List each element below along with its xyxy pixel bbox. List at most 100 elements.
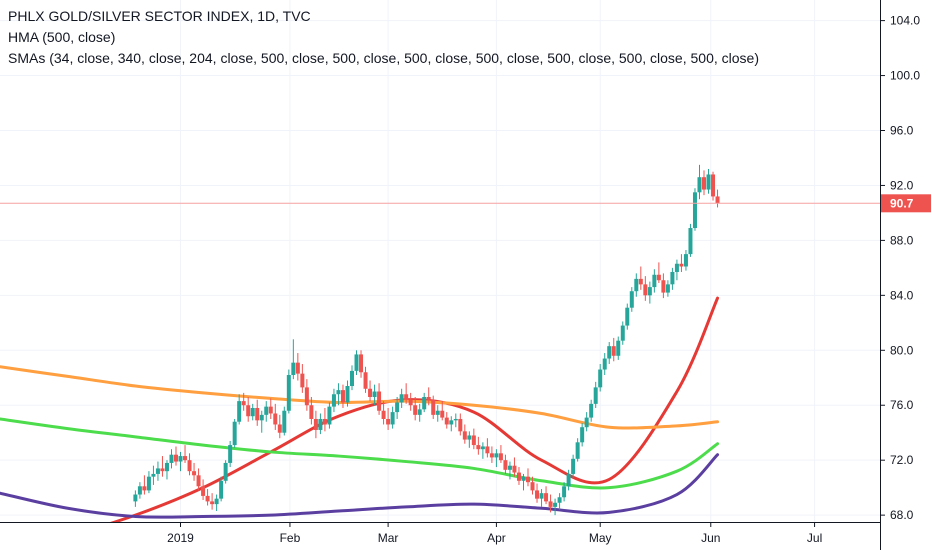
candle-32: [277, 414, 282, 439]
candle-10: [178, 451, 183, 472]
candle-105: [607, 342, 612, 365]
candle-body-12: [187, 460, 192, 472]
candle-116: [656, 262, 661, 283]
candle-49: [354, 350, 359, 376]
candle-89: [535, 483, 540, 503]
candle-body-91: [544, 493, 549, 502]
candle-63: [417, 403, 422, 422]
candle-body-129: [715, 196, 720, 204]
candle-129: [715, 189, 720, 208]
candle-118: [665, 280, 670, 297]
candle-43: [327, 402, 332, 429]
candle-body-62: [413, 405, 418, 415]
candle-body-81: [498, 453, 503, 461]
candle-23: [237, 394, 242, 425]
sma-green-line: [0, 417, 720, 490]
candle-73: [462, 424, 467, 444]
candle-body-37: [300, 373, 305, 388]
candle-body-54: [377, 391, 382, 411]
candle-body-2: [142, 486, 147, 491]
candle-body-53: [372, 391, 377, 397]
candle-body-73: [462, 431, 467, 440]
candle-59: [399, 388, 404, 408]
candle-body-30: [268, 406, 273, 414]
x-axis-bg: [0, 522, 880, 550]
candle-50: [359, 350, 364, 378]
candle-62: [413, 396, 418, 421]
candle-124: [692, 188, 697, 231]
candle-96: [566, 469, 571, 491]
candle-122: [683, 250, 688, 271]
candle-33: [282, 406, 287, 436]
candle-113: [643, 276, 648, 301]
candle-101: [589, 399, 594, 422]
y-axis-bg: [880, 0, 932, 550]
candle-120: [674, 259, 679, 281]
candle-body-32: [277, 424, 282, 433]
y-tick-label-9: 104.0: [890, 14, 920, 28]
candle-128: [711, 171, 716, 201]
candle-body-118: [665, 284, 670, 293]
candle-body-79: [489, 453, 494, 458]
moving-average-lines: [0, 296, 720, 550]
legend-hma[interactable]: HMA (500, close): [8, 29, 116, 45]
grid: [0, 0, 880, 522]
candle-121: [679, 254, 684, 272]
candle-9: [174, 446, 178, 466]
x-tick-label-2: Mar: [378, 531, 399, 545]
candle-body-66: [431, 399, 436, 415]
candle-27: [255, 399, 260, 426]
candle-41: [318, 413, 323, 435]
candle-20: [223, 460, 228, 484]
candle-6: [160, 456, 165, 477]
candle-body-69: [444, 417, 449, 425]
candle-body-123: [688, 228, 693, 255]
candle-123: [688, 223, 693, 257]
candle-83: [507, 461, 512, 480]
candle-35: [291, 339, 296, 380]
candle-body-16: [205, 495, 210, 502]
candle-107: [616, 336, 621, 360]
candle-body-38: [304, 387, 309, 406]
candle-11: [183, 445, 188, 463]
candle-67: [435, 405, 440, 422]
candle-body-117: [661, 280, 666, 293]
candle-8: [169, 449, 174, 469]
candle-body-15: [201, 486, 206, 496]
candle-71: [453, 413, 458, 428]
candle-94: [557, 493, 562, 510]
legend-symbol-title[interactable]: PHLX GOLD/SILVER SECTOR INDEX, 1D, TVC: [8, 8, 311, 24]
candle-body-14: [196, 475, 201, 487]
candle-110: [629, 287, 634, 312]
legend-smas[interactable]: SMAs (34, close, 340, close, 204, close,…: [8, 50, 759, 66]
candle-88: [530, 476, 535, 495]
candle-29: [264, 401, 269, 422]
candle-99: [580, 423, 585, 447]
candle-4: [151, 465, 156, 485]
candle-body-126: [702, 177, 706, 190]
candle-body-77: [480, 446, 485, 450]
candle-body-128: [711, 174, 716, 197]
candle-5: [155, 461, 160, 481]
candle-69: [444, 412, 449, 429]
candle-body-110: [629, 291, 634, 308]
candle-body-68: [440, 410, 445, 418]
candle-90: [539, 489, 544, 507]
x-axis[interactable]: 2019 Feb Mar Apr May Jun Jul: [0, 522, 881, 550]
candle-55: [381, 401, 386, 425]
candle-1: [137, 482, 142, 499]
x-tick-label-3: Apr: [487, 531, 506, 545]
y-axis[interactable]: 68.0 72.0 76.0 80.0 84.0 88.0 92.0 96.0 100.0 104…: [880, 0, 932, 550]
candle-28: [259, 410, 264, 433]
candle-108: [620, 321, 625, 345]
candle-body-47: [345, 386, 350, 403]
candle-body-58: [395, 402, 400, 413]
candle-body-31: [273, 413, 278, 425]
candle-body-43: [327, 406, 332, 425]
candle-body-97: [571, 458, 576, 474]
candle-body-83: [507, 465, 512, 470]
candle-75: [471, 428, 476, 450]
candle-body-105: [607, 346, 612, 359]
candle-3: [146, 471, 151, 494]
